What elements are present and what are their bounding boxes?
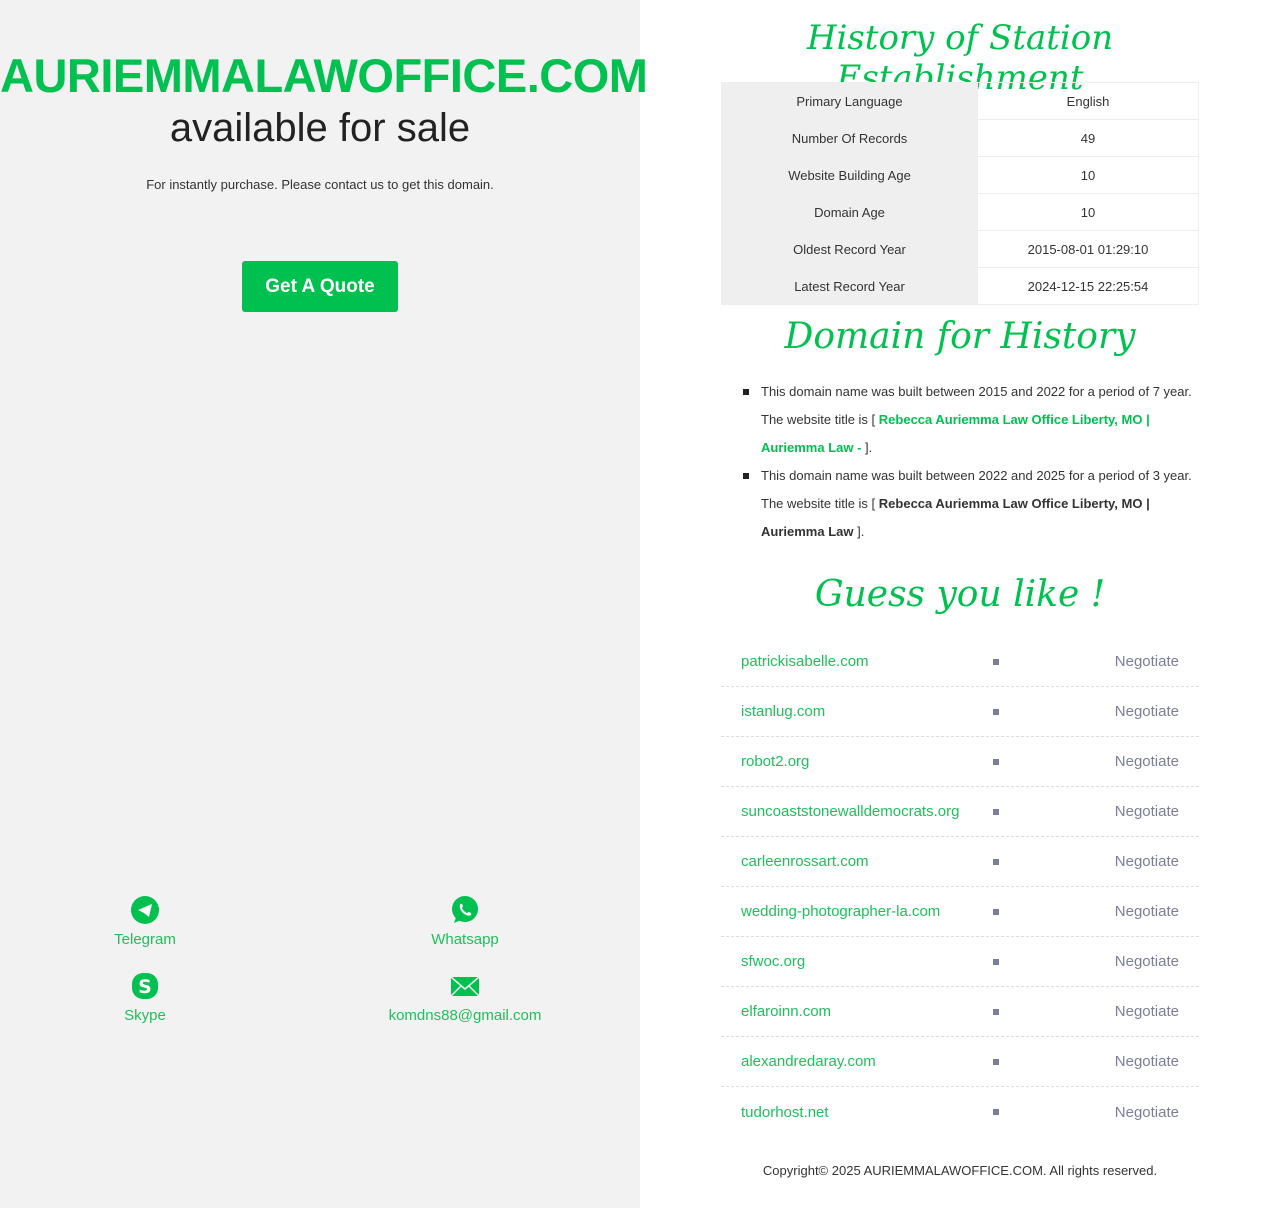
suggestion-price: Negotiate <box>1114 803 1179 820</box>
whatsapp-icon <box>452 896 478 923</box>
available-heading: available for sale <box>169 106 471 150</box>
stats-value: English <box>977 82 1199 120</box>
suggestion-list: patrickisabelle.com Negotiate istanlug.com… <box>721 637 1199 1137</box>
suggestion-domain-link[interactable]: wedding-photographer-la.com <box>741 903 941 920</box>
bullet-icon <box>993 858 999 865</box>
get-quote-button[interactable]: Get A Quote <box>242 261 398 312</box>
suggestion-price: Negotiate <box>1114 653 1179 670</box>
stats-key: Website Building Age <box>721 156 978 194</box>
suggestion-row: elfaroinn.com Negotiate <box>721 987 1199 1037</box>
history-list: This domain name was built between 2015 … <box>743 378 1201 546</box>
suggestion-price: Negotiate <box>1114 703 1179 720</box>
website-title-link[interactable]: Rebecca Auriemma Law Office Liberty, MO … <box>761 412 1150 455</box>
suggestion-row: istanlug.com Negotiate <box>721 687 1199 737</box>
bullet-icon <box>993 958 999 965</box>
bullet-icon <box>993 908 999 915</box>
whatsapp-link[interactable]: Whatsapp <box>365 895 565 948</box>
suggestion-domain-link[interactable]: carleenrossart.com <box>741 853 869 870</box>
bullet-icon <box>993 708 999 715</box>
stats-row: Number Of Records 49 <box>721 119 1199 157</box>
skype-icon: S <box>132 973 158 999</box>
stats-value: 10 <box>977 193 1199 231</box>
email-link[interactable]: komdns88@gmail.com <box>365 971 565 1024</box>
skype-link[interactable]: S Skype <box>45 971 245 1024</box>
suggestion-row: suncoaststonewalldemocrats.org Negotiate <box>721 787 1199 837</box>
suggestion-price: Negotiate <box>1114 1003 1179 1020</box>
suggestion-row: sfwoc.org Negotiate <box>721 937 1199 987</box>
website-title: Rebecca Auriemma Law Office Liberty, MO … <box>761 496 1150 539</box>
suggestion-domain-link[interactable]: alexandredaray.com <box>741 1053 876 1070</box>
suggestion-domain-link[interactable]: tudorhost.net <box>741 1103 829 1121</box>
domain-name: AURIEMMALAWOFFICE.COM <box>0 49 648 102</box>
copyright: Copyright© 2025 AURIEMMALAWOFFICE.COM. A… <box>762 1163 1158 1178</box>
suggestion-row: tudorhost.net Negotiate <box>721 1087 1199 1137</box>
stats-value: 10 <box>977 156 1199 194</box>
mail-icon <box>450 976 480 997</box>
suggestion-domain-link[interactable]: istanlug.com <box>741 703 826 720</box>
bullet-icon <box>993 1109 999 1115</box>
suggestion-row: patrickisabelle.com Negotiate <box>721 637 1199 687</box>
stats-row: Primary Language English <box>721 82 1199 120</box>
suggestion-price: Negotiate <box>1114 903 1179 920</box>
suggestion-row: carleenrossart.com Negotiate <box>721 837 1199 887</box>
suggestion-domain-link[interactable]: elfaroinn.com <box>741 1003 832 1020</box>
bullet-icon <box>993 1008 999 1015</box>
bullet-icon <box>993 1058 999 1065</box>
stats-row: Oldest Record Year 2015-08-01 01:29:10 <box>721 230 1199 268</box>
bullet-icon <box>993 658 999 665</box>
stats-value: 2024-12-15 22:25:54 <box>977 267 1199 305</box>
telegram-icon <box>131 896 159 924</box>
suggestion-domain-link[interactable]: sfwoc.org <box>741 953 806 970</box>
subtitle: For instantly purchase. Please contact u… <box>146 177 494 192</box>
telegram-link[interactable]: Telegram <box>45 895 245 948</box>
stats-row: Domain Age 10 <box>721 193 1199 231</box>
stats-key: Number Of Records <box>721 119 978 157</box>
suggestion-price: Negotiate <box>1114 853 1179 870</box>
suggestion-row: wedding-photographer-la.com Negotiate <box>721 887 1199 937</box>
suggestion-price: Negotiate <box>1114 753 1179 770</box>
stats-value: 49 <box>977 119 1199 157</box>
history-item: This domain name was built between 2015 … <box>743 378 1201 462</box>
stats-key: Primary Language <box>721 82 978 120</box>
suggestion-domain-link[interactable]: robot2.org <box>741 753 810 770</box>
suggestion-domain-link[interactable]: suncoaststonewalldemocrats.org <box>741 803 960 820</box>
stats-key: Oldest Record Year <box>721 230 978 268</box>
stats-row: Latest Record Year 2024-12-15 22:25:54 <box>721 267 1199 305</box>
history-item: This domain name was built between 2022 … <box>743 462 1201 546</box>
stats-key: Domain Age <box>721 193 978 231</box>
suggestion-row: robot2.org Negotiate <box>721 737 1199 787</box>
suggestion-price: Negotiate <box>1114 1103 1179 1121</box>
stats-value: 2015-08-01 01:29:10 <box>977 230 1199 268</box>
svg-text:S: S <box>138 976 152 998</box>
stats-row: Website Building Age 10 <box>721 156 1199 194</box>
suggestion-domain-link[interactable]: patrickisabelle.com <box>741 653 869 670</box>
suggestion-row: alexandredaray.com Negotiate <box>721 1037 1199 1087</box>
guess-title: Guess you like ! <box>814 574 1106 615</box>
stats-table: Primary Language English Number Of Records… <box>721 82 1199 305</box>
domain-history-title: Domain for History <box>784 316 1136 357</box>
suggestion-price: Negotiate <box>1114 1053 1179 1070</box>
bullet-icon <box>993 808 999 815</box>
suggestion-price: Negotiate <box>1114 953 1179 970</box>
sale-panel: AURIEMMALAWOFFICE.COM available for sale… <box>0 0 648 1208</box>
stats-key: Latest Record Year <box>721 267 978 305</box>
bullet-icon <box>993 758 999 765</box>
